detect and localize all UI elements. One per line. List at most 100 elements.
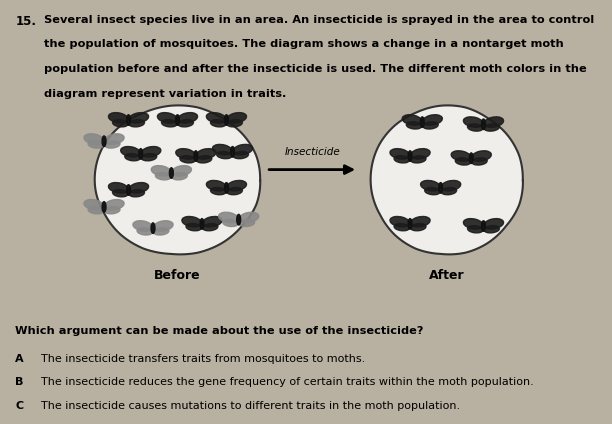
Ellipse shape xyxy=(154,228,169,235)
Ellipse shape xyxy=(102,136,106,147)
Ellipse shape xyxy=(411,223,426,231)
Ellipse shape xyxy=(227,120,242,127)
Text: Insecticide: Insecticide xyxy=(284,147,340,157)
Ellipse shape xyxy=(441,181,461,191)
Ellipse shape xyxy=(226,181,247,191)
Ellipse shape xyxy=(217,151,232,159)
Polygon shape xyxy=(95,106,260,254)
Ellipse shape xyxy=(233,145,253,155)
Ellipse shape xyxy=(402,115,422,125)
Ellipse shape xyxy=(231,147,234,157)
Ellipse shape xyxy=(225,183,228,193)
Ellipse shape xyxy=(200,219,204,229)
Text: 15.: 15. xyxy=(15,15,36,28)
Ellipse shape xyxy=(423,122,438,129)
Text: the population of mosquitoes. The diagram shows a change in a nontarget moth: the population of mosquitoes. The diagra… xyxy=(44,39,564,50)
Ellipse shape xyxy=(425,187,440,195)
Ellipse shape xyxy=(157,113,177,123)
Text: Several insect species live in an area. An insecticide is sprayed in the area to: Several insect species live in an area. … xyxy=(44,15,594,25)
Text: Before: Before xyxy=(154,269,201,282)
Ellipse shape xyxy=(84,200,104,210)
Ellipse shape xyxy=(129,190,144,197)
Ellipse shape xyxy=(105,206,120,214)
Ellipse shape xyxy=(211,120,226,127)
Ellipse shape xyxy=(218,212,239,223)
Ellipse shape xyxy=(203,223,218,231)
Ellipse shape xyxy=(227,187,242,195)
Ellipse shape xyxy=(394,156,409,163)
Ellipse shape xyxy=(104,200,124,210)
Ellipse shape xyxy=(127,115,130,126)
Ellipse shape xyxy=(472,158,487,165)
Ellipse shape xyxy=(410,149,430,159)
Ellipse shape xyxy=(139,149,143,159)
Ellipse shape xyxy=(186,223,201,231)
Ellipse shape xyxy=(113,120,128,127)
Text: A: A xyxy=(15,354,24,364)
Ellipse shape xyxy=(137,228,152,235)
Ellipse shape xyxy=(155,173,171,180)
Ellipse shape xyxy=(408,151,412,162)
Ellipse shape xyxy=(105,141,120,148)
Ellipse shape xyxy=(171,166,192,176)
Ellipse shape xyxy=(141,147,161,157)
Ellipse shape xyxy=(482,221,485,232)
Ellipse shape xyxy=(202,217,222,227)
Ellipse shape xyxy=(484,226,499,233)
Ellipse shape xyxy=(223,219,238,226)
Ellipse shape xyxy=(172,173,187,180)
Ellipse shape xyxy=(482,119,485,130)
Ellipse shape xyxy=(178,120,193,127)
Ellipse shape xyxy=(239,212,259,223)
Ellipse shape xyxy=(127,185,130,195)
Ellipse shape xyxy=(88,206,103,214)
Ellipse shape xyxy=(422,115,442,125)
Text: C: C xyxy=(15,401,23,411)
Ellipse shape xyxy=(211,187,226,195)
Ellipse shape xyxy=(468,226,483,233)
Ellipse shape xyxy=(439,183,442,193)
Ellipse shape xyxy=(177,113,198,123)
Ellipse shape xyxy=(483,117,504,127)
Ellipse shape xyxy=(121,147,141,157)
Ellipse shape xyxy=(411,156,426,163)
Ellipse shape xyxy=(180,156,195,163)
Ellipse shape xyxy=(88,141,103,148)
Ellipse shape xyxy=(225,115,228,126)
Ellipse shape xyxy=(108,183,129,193)
Ellipse shape xyxy=(176,149,196,159)
Ellipse shape xyxy=(196,149,216,159)
Ellipse shape xyxy=(151,166,171,176)
Polygon shape xyxy=(371,106,523,254)
Ellipse shape xyxy=(153,221,173,231)
Text: After: After xyxy=(429,269,465,282)
Ellipse shape xyxy=(182,217,202,227)
Ellipse shape xyxy=(151,223,155,234)
Ellipse shape xyxy=(237,215,241,225)
Ellipse shape xyxy=(212,145,233,155)
Ellipse shape xyxy=(483,219,504,229)
Ellipse shape xyxy=(170,168,173,179)
Text: diagram represent variation in traits.: diagram represent variation in traits. xyxy=(44,89,286,99)
Ellipse shape xyxy=(390,217,410,227)
Ellipse shape xyxy=(176,115,179,126)
Ellipse shape xyxy=(141,153,157,161)
Ellipse shape xyxy=(102,202,106,212)
Ellipse shape xyxy=(206,181,226,191)
Ellipse shape xyxy=(129,183,149,193)
Ellipse shape xyxy=(84,134,104,144)
Ellipse shape xyxy=(113,190,128,197)
Ellipse shape xyxy=(451,151,471,161)
Ellipse shape xyxy=(239,219,255,226)
Ellipse shape xyxy=(441,187,457,195)
Text: Which argument can be made about the use of the insecticide?: Which argument can be made about the use… xyxy=(15,326,424,337)
Ellipse shape xyxy=(484,124,499,131)
Ellipse shape xyxy=(469,153,473,164)
Ellipse shape xyxy=(233,151,248,159)
Ellipse shape xyxy=(394,223,409,231)
Ellipse shape xyxy=(206,113,226,123)
Text: The insecticide causes mutations to different traits in the moth population.: The insecticide causes mutations to diff… xyxy=(41,401,460,411)
Ellipse shape xyxy=(471,151,491,161)
Ellipse shape xyxy=(125,153,140,161)
Ellipse shape xyxy=(463,117,483,127)
